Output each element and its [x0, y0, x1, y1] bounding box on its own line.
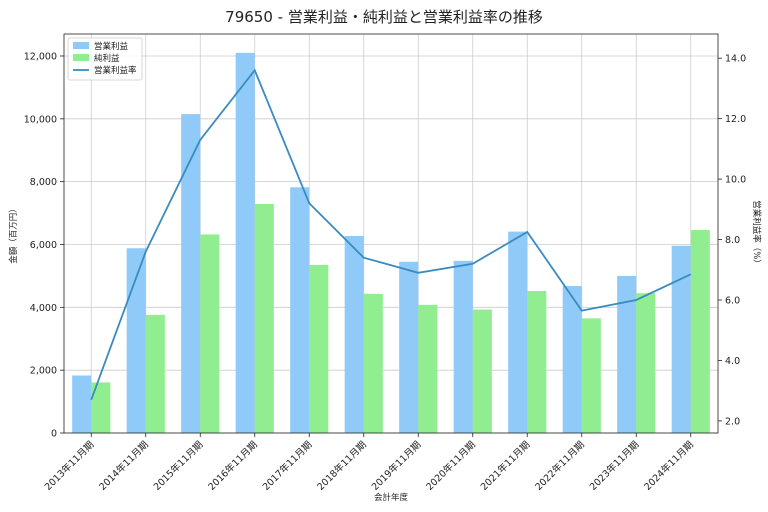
legend-swatch [73, 54, 89, 61]
bar-net-profit [690, 230, 710, 433]
bar-net-profit [200, 234, 220, 433]
bar-net-profit [363, 293, 383, 433]
bar-operating-profit [508, 231, 528, 433]
legend-entry: 営業利益率 [94, 65, 137, 76]
x-tick-label: 2016年11月期 [206, 439, 260, 493]
bar-net-profit [254, 203, 274, 433]
x-tick-label: 2021年11月期 [478, 439, 532, 493]
y2-tick-label: 6.0 [725, 296, 740, 307]
y2-tick-label: 10.0 [725, 175, 746, 186]
legend-swatch [73, 42, 89, 49]
bar-operating-profit [399, 261, 419, 433]
y2-tick-label: 4.0 [725, 356, 740, 367]
y2-tick-label: 8.0 [725, 235, 740, 246]
y2-axis-label: 営業利益率（%） [751, 200, 762, 268]
y-tick-label: 2,000 [30, 366, 57, 377]
x-tick-label: 2014年11月期 [97, 439, 151, 493]
y2-tick-label: 12.0 [725, 114, 746, 125]
legend-entry: 営業利益 [94, 41, 129, 52]
bar-operating-profit [344, 236, 364, 433]
series-line-margin [90, 68, 692, 401]
bar-net-profit [636, 293, 656, 433]
x-tick-label: 2019年11月期 [369, 439, 423, 493]
margin-line [90, 68, 692, 401]
bar-operating-profit [562, 285, 582, 433]
bar-operating-profit [453, 260, 473, 433]
y-axis-label: 金額（百万円） [8, 204, 19, 264]
x-tick-label: 2018年11月期 [315, 439, 369, 493]
y-tick-label: 12,000 [24, 51, 57, 62]
y-axis-ticks: 0 2,000 4,000 6,000 8,000 10,000 12,000 [24, 51, 64, 440]
x-tick-label: 2015年11月期 [151, 439, 205, 493]
chart-title: 79650 - 営業利益・純利益と営業利益率の推移 [225, 8, 543, 26]
y-tick-label: 6,000 [30, 240, 57, 251]
bar-operating-profit [671, 245, 691, 433]
x-tick-label: 2013年11月期 [42, 439, 96, 493]
y2-tick-label: 2.0 [725, 416, 740, 427]
y-tick-label: 8,000 [30, 177, 57, 188]
bar-net-profit [418, 304, 438, 433]
x-tick-label: 2020年11月期 [424, 439, 478, 493]
bar-net-profit [472, 309, 492, 433]
y2-axis-ticks: 2.0 4.0 6.0 8.0 10.0 12.0 14.0 [718, 54, 746, 427]
bar-net-profit [309, 264, 329, 433]
x-tick-label: 2017年11月期 [260, 439, 314, 493]
bar-operating-profit [181, 114, 201, 434]
plot-frame [63, 33, 719, 434]
bar-operating-profit [126, 248, 146, 433]
bars [72, 52, 710, 434]
x-axis-label: 会計年度 [374, 492, 409, 503]
bar-operating-profit [235, 52, 255, 433]
y-tick-label: 4,000 [30, 303, 57, 314]
x-tick-label: 2024年11月期 [642, 439, 696, 493]
x-tick-label: 2022年11月期 [533, 439, 587, 493]
y2-tick-label: 14.0 [725, 54, 746, 65]
bar-operating-profit [72, 375, 92, 433]
y-tick-label: 10,000 [24, 114, 57, 125]
bar-net-profit [145, 314, 165, 433]
bar-net-profit [527, 290, 547, 433]
x-tick-label: 2023年11月期 [587, 439, 641, 493]
legend-entry: 純利益 [94, 53, 120, 64]
bar-operating-profit [290, 187, 310, 433]
bar-net-profit [581, 318, 601, 433]
bar-operating-profit [617, 275, 637, 433]
x-axis-ticks: 2013年11月期 2014年11月期 2015年11月期 2016年11月期 2017… [42, 433, 696, 493]
y-tick-label: 0 [51, 429, 57, 440]
bar-net-profit [91, 382, 111, 433]
